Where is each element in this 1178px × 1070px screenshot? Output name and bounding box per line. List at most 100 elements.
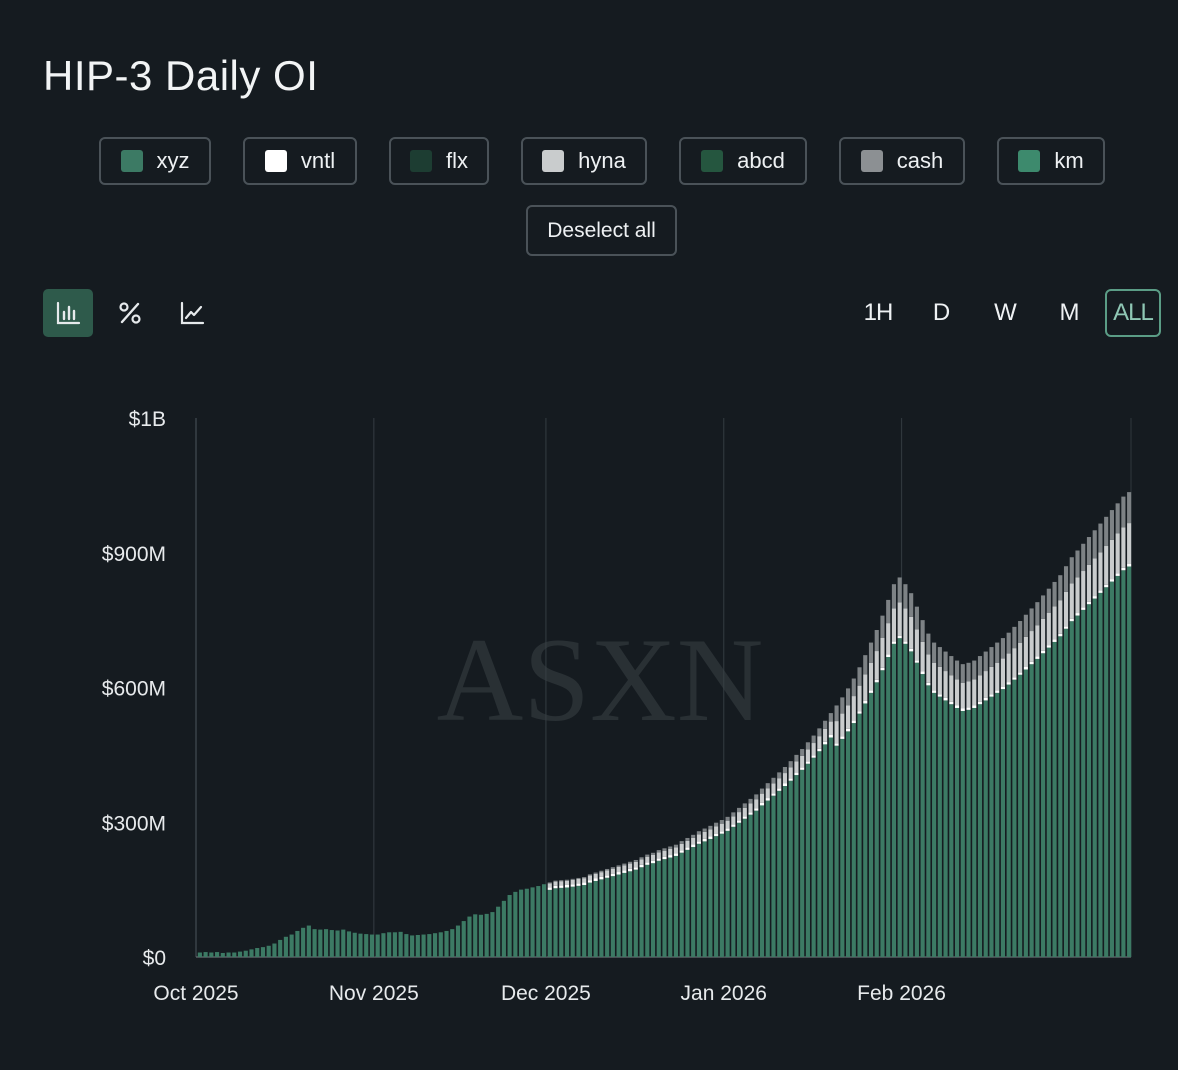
bar-xyz	[708, 838, 713, 957]
bar-xyz	[272, 943, 277, 957]
bar-cash	[1109, 510, 1114, 540]
bar-hyna	[656, 852, 661, 859]
legend-item-xyz[interactable]: xyz	[99, 137, 211, 185]
timeframe-m[interactable]: M	[1059, 299, 1080, 326]
bar-vntl	[897, 635, 902, 639]
bar-vntl	[932, 690, 937, 693]
bar-chart-view-button[interactable]	[43, 289, 93, 337]
bar-vntl	[742, 816, 747, 819]
bar-vntl	[576, 883, 581, 886]
legend-item-cash[interactable]: cash	[839, 137, 965, 185]
bar-xyz	[318, 929, 323, 957]
bar-cash	[605, 868, 610, 871]
bar-vntl	[1000, 686, 1006, 690]
bar-vntl	[1058, 633, 1063, 637]
bar-xyz	[553, 888, 558, 957]
bar-cash	[582, 877, 587, 879]
bar-cash	[983, 651, 988, 672]
bar-xyz	[823, 744, 828, 957]
bar-xyz	[496, 906, 501, 957]
bar-xyz	[696, 843, 701, 957]
bar-hyna	[1046, 612, 1051, 646]
bar-xyz	[369, 934, 375, 957]
bar-xyz	[513, 891, 518, 957]
bar-vntl	[960, 708, 965, 712]
bar-vntl	[564, 884, 570, 888]
bar-xyz	[570, 886, 575, 957]
bar-xyz	[352, 932, 357, 957]
bar-xyz	[421, 934, 426, 957]
timeframe-all[interactable]: ALL	[1105, 289, 1161, 337]
bar-vntl	[989, 694, 994, 697]
bar-vntl	[748, 812, 753, 815]
bar-vntl	[610, 873, 615, 877]
legend-label: flx	[446, 148, 468, 173]
bar-xyz	[977, 704, 983, 957]
timeframe-w[interactable]: W	[994, 299, 1017, 326]
bar-hyna	[1092, 558, 1097, 597]
bar-vntl	[1075, 613, 1080, 616]
bar-hyna	[570, 879, 575, 885]
bar-vntl	[759, 802, 765, 806]
bar-xyz	[209, 952, 214, 957]
percent-view-button[interactable]	[106, 289, 154, 337]
x-tick-label: Jan 2026	[681, 982, 767, 1005]
bar-xyz	[817, 751, 822, 957]
bar-cash	[645, 854, 650, 857]
x-tick-label: Oct 2025	[153, 982, 238, 1005]
bar-cash	[903, 584, 908, 609]
bar-vntl	[926, 682, 931, 686]
bar-xyz	[610, 876, 615, 957]
bar-xyz	[937, 696, 942, 957]
bar-vntl	[805, 761, 810, 764]
bar-hyna	[737, 812, 742, 821]
bar-xyz	[909, 651, 914, 957]
bar-cash	[650, 852, 656, 855]
bar-vntl	[1086, 601, 1092, 605]
bar-vntl	[633, 867, 638, 870]
bar-xyz	[989, 696, 994, 957]
timeframe-d[interactable]: D	[932, 299, 950, 326]
bar-hyna	[616, 866, 621, 873]
bar-cash	[1121, 496, 1126, 528]
bar-cash	[737, 807, 742, 813]
timeframe-1h[interactable]: 1H	[863, 299, 894, 326]
bar-cash	[714, 822, 719, 827]
bar-vntl	[685, 847, 690, 850]
bar-cash	[989, 647, 994, 667]
bar-hyna	[1000, 658, 1006, 687]
legend-item-hyna[interactable]: hyna	[521, 137, 647, 185]
bar-xyz	[972, 707, 977, 957]
bar-xyz	[639, 867, 644, 957]
bar-xyz	[794, 775, 799, 957]
bar-xyz	[295, 930, 300, 957]
bar-vntl	[547, 887, 552, 890]
bar-hyna	[1075, 577, 1080, 614]
bar-xyz	[289, 934, 294, 957]
bar-vntl	[880, 667, 885, 671]
line-chart-view-button[interactable]	[168, 289, 216, 337]
bar-xyz	[329, 930, 334, 957]
bar-hyna	[1018, 642, 1023, 673]
bar-xyz	[685, 849, 690, 957]
bar-vntl	[995, 690, 1000, 693]
bar-cash	[599, 870, 604, 873]
legend-item-km[interactable]: km	[997, 137, 1105, 185]
deselect-all-button[interactable]: Deselect all	[526, 205, 677, 256]
legend-item-flx[interactable]: flx	[389, 137, 489, 185]
legend-item-abcd[interactable]: abcd	[679, 137, 807, 185]
bar-cash	[679, 841, 684, 844]
bar-xyz	[404, 934, 409, 957]
bar-xyz	[519, 889, 524, 957]
bar-cash	[937, 647, 942, 667]
bar-chart-icon	[56, 301, 81, 325]
bar-hyna	[582, 878, 587, 883]
bar-cash	[754, 794, 759, 800]
bar-xyz	[559, 887, 564, 957]
legend: xyz vntl flx hyna abcd cash km	[0, 137, 1178, 189]
bar-vntl	[570, 884, 575, 887]
bar-vntl	[1012, 677, 1017, 680]
bar-hyna	[622, 865, 627, 871]
bar-hyna	[932, 662, 937, 691]
legend-item-vntl[interactable]: vntl	[243, 137, 357, 185]
